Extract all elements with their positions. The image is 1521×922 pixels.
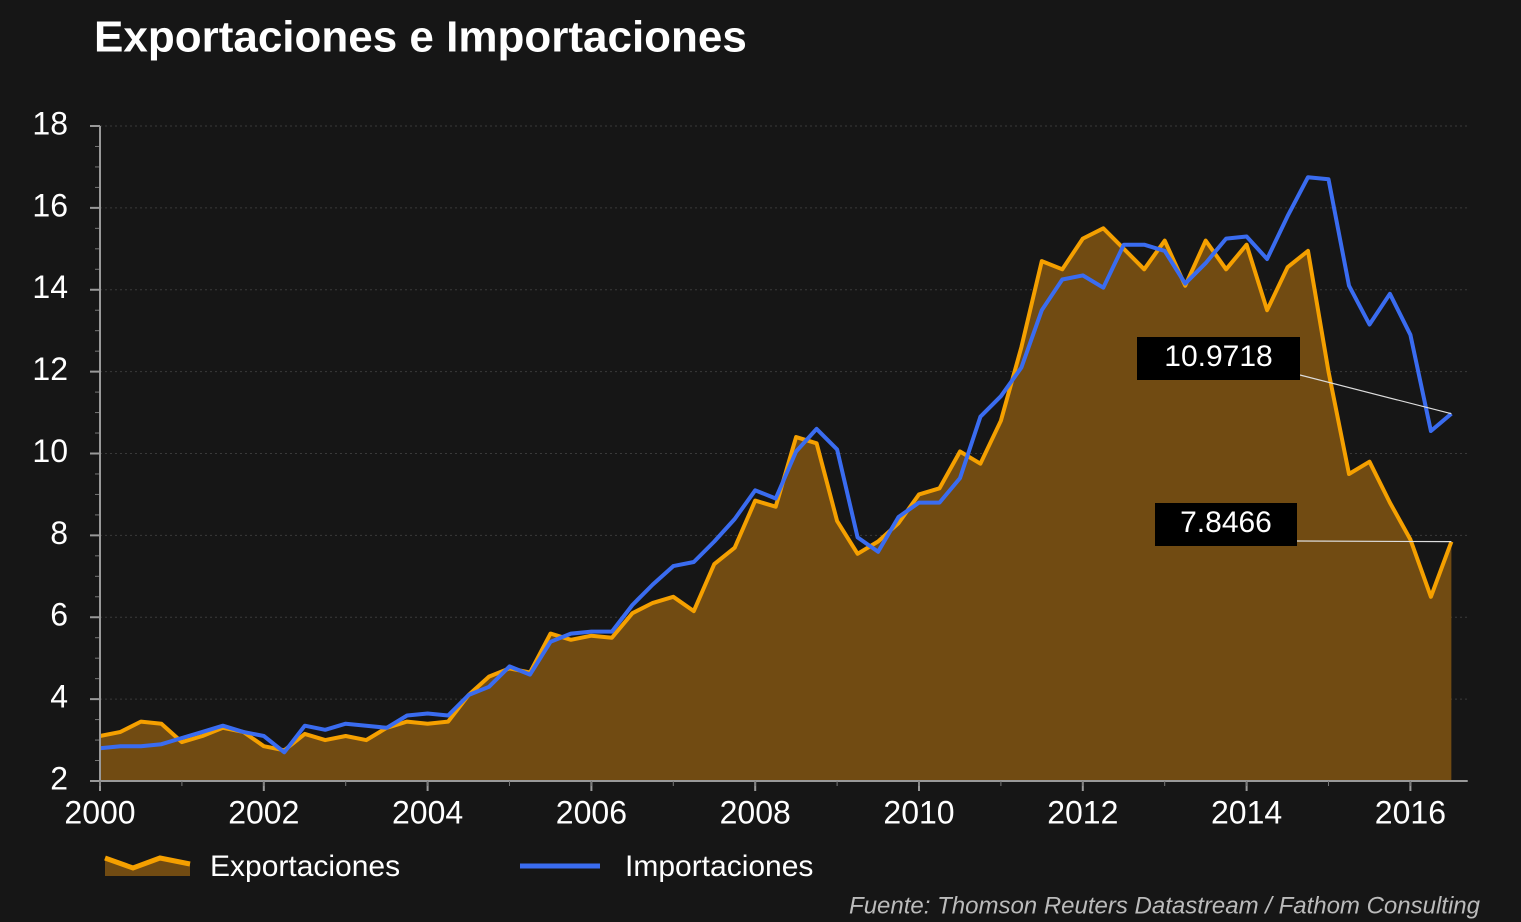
legend-swatch	[105, 858, 190, 876]
y-tick-label: 18	[32, 105, 68, 141]
y-tick-label: 2	[50, 760, 68, 796]
x-tick-label: 2006	[556, 794, 627, 830]
annotation-leader	[1296, 540, 1452, 543]
x-tick-label: 2008	[720, 794, 791, 830]
line	[99, 226, 1454, 753]
annotation-label: 10.9718	[1164, 340, 1272, 373]
y-tick-label: 8	[50, 515, 68, 551]
area	[100, 228, 1452, 782]
source: Fuente: Thomson Reuters Datastream / Fat…	[849, 892, 1481, 919]
annotation-box	[1137, 337, 1300, 380]
legend-label: Importaciones	[625, 850, 813, 883]
x-tick-label: 2004	[392, 794, 463, 830]
line	[99, 175, 1453, 755]
annotation-label: 7.8466	[1180, 506, 1272, 539]
x-tick-label: 2016	[1375, 794, 1446, 830]
x-tick-label: 2010	[883, 794, 954, 830]
x-tick-label: 2000	[64, 794, 135, 830]
x-tick-label: 2012	[1047, 794, 1118, 830]
annotation-box	[1155, 503, 1297, 546]
y-tick-label: 16	[32, 187, 68, 223]
y-tick-label: 4	[50, 679, 68, 715]
legend-label: Exportaciones	[210, 850, 400, 883]
y-tick-label: 10	[32, 433, 68, 469]
annotation-leader	[1299, 374, 1452, 415]
x-tick-label: 2002	[228, 794, 299, 830]
legend-swatch	[104, 855, 191, 871]
y-tick-label: 12	[32, 351, 68, 387]
chart-title: Exportaciones e Importaciones	[94, 13, 747, 62]
y-tick-label: 14	[32, 269, 68, 305]
x-tick-label: 2014	[1211, 794, 1282, 830]
y-tick-label: 6	[50, 597, 68, 633]
